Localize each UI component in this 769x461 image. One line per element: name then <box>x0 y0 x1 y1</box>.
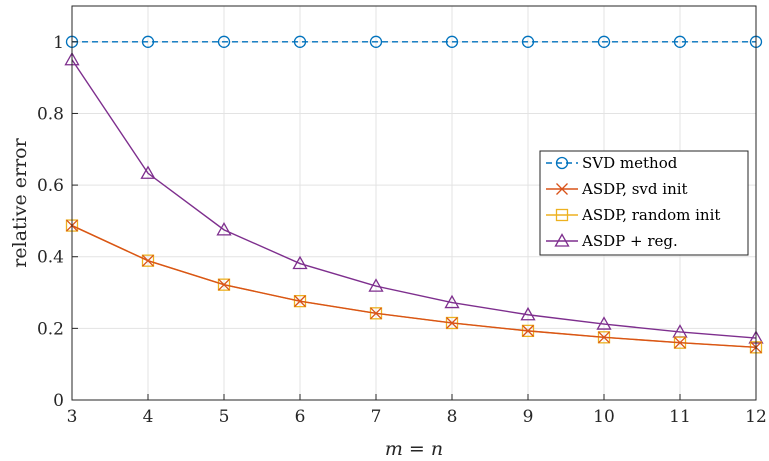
y-tick-label: 0.8 <box>37 104 64 124</box>
y-tick-label: 0.6 <box>37 176 64 196</box>
data-point <box>294 295 306 308</box>
legend-label: SVD method <box>582 154 678 172</box>
data-point <box>445 35 459 48</box>
series-x <box>66 219 762 354</box>
legend-marker <box>554 233 570 247</box>
legend-label: ASDP, svd init <box>581 180 688 198</box>
legend: SVD method ASDP, svd init ASDP, random ini… <box>539 150 749 256</box>
legend-marker <box>555 156 569 170</box>
plot-frame <box>71 5 757 401</box>
x-tick-label: 3 <box>67 407 78 427</box>
data-point <box>216 222 232 236</box>
data-point <box>141 35 155 48</box>
data-point <box>370 307 382 320</box>
y-tick-label: 0.2 <box>37 319 64 339</box>
legend-label: ASDP, random init <box>581 206 720 224</box>
data-point <box>217 278 231 291</box>
data-point <box>142 254 154 267</box>
legend-entry: ASDP + reg. <box>546 232 678 250</box>
data-point <box>598 331 610 344</box>
data-point <box>292 255 308 270</box>
data-point <box>521 35 535 48</box>
data-point <box>597 35 611 48</box>
y-tick-label: 1 <box>53 33 64 53</box>
x-tick-label: 7 <box>371 407 382 427</box>
legend-entry: ASDP, svd init <box>546 180 688 198</box>
data-point <box>293 35 307 48</box>
data-point <box>446 317 458 329</box>
series-group <box>64 35 764 354</box>
data-point <box>140 165 156 179</box>
data-point <box>674 336 686 349</box>
data-point <box>444 294 460 309</box>
y-tick-label: 0 <box>53 391 64 411</box>
legend-entry: SVD method <box>546 154 678 172</box>
data-point <box>522 324 534 337</box>
x-tick-label: 8 <box>447 407 458 427</box>
ticks: 3 4 5 6 7 8 9 10 11 12 0 0.2 0.4 0.6 0.8 1 <box>37 33 767 427</box>
series-line <box>71 59 757 339</box>
x-tick-label: 11 <box>669 407 691 427</box>
legend-entry: ASDP, random init <box>546 206 720 224</box>
x-tick-label: 4 <box>143 407 154 427</box>
x-tick-label: 10 <box>593 407 615 427</box>
legend-label: ASDP + reg. <box>581 232 678 250</box>
data-point <box>673 35 687 48</box>
legend-box <box>539 150 749 256</box>
data-point <box>217 35 231 48</box>
x-axis-label: m = n <box>385 438 443 460</box>
x-tick-label: 5 <box>219 407 230 427</box>
legend-marker <box>556 183 568 195</box>
x-tick-label: 12 <box>745 407 767 427</box>
series-line <box>71 224 757 349</box>
data-point <box>520 306 536 321</box>
data-point <box>141 254 155 267</box>
data-point <box>218 278 230 291</box>
y-tick-label: 0.4 <box>37 248 64 268</box>
y-axis-label: relative error <box>9 137 31 267</box>
data-point <box>368 278 384 292</box>
data-point <box>369 35 383 48</box>
data-point <box>596 316 612 330</box>
legend-marker <box>555 208 569 222</box>
x-tick-label: 9 <box>523 407 534 427</box>
x-tick-label: 6 <box>295 407 306 427</box>
data-point <box>293 294 307 308</box>
